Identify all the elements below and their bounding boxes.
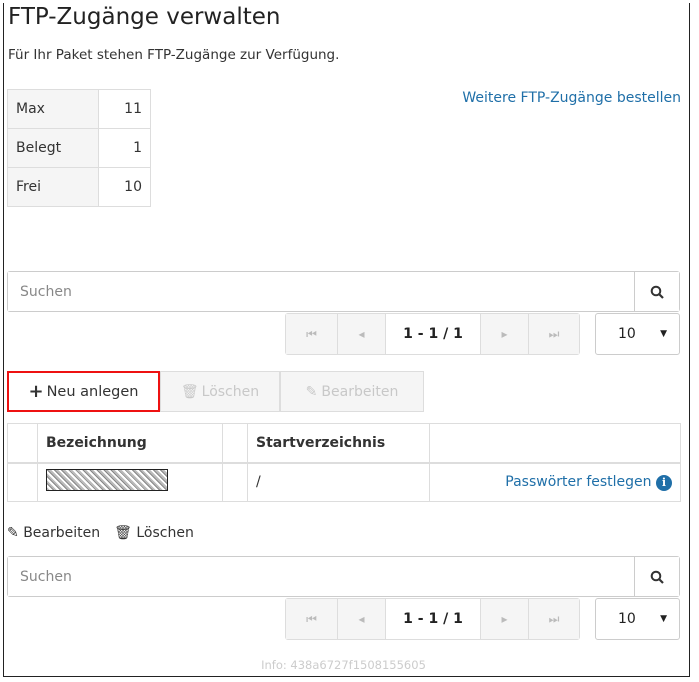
- ftp-table: Bezeichnung Startverzeichnis / Passwörte…: [7, 423, 681, 502]
- spacer-column: [222, 423, 248, 464]
- new-label: Neu anlegen: [46, 383, 139, 400]
- pagination: ⏮ ◂ 1 - 1 / 1 ▸ ⏭: [285, 313, 580, 355]
- edit-button[interactable]: ✎ Bearbeiten: [280, 371, 424, 412]
- row-name: [37, 462, 223, 502]
- search-input[interactable]: [8, 272, 634, 311]
- search-icon: [650, 570, 664, 584]
- stat-label: Belegt: [7, 128, 99, 168]
- page-frame: [3, 3, 690, 677]
- prev-page-button[interactable]: ◂: [338, 599, 386, 639]
- bottom-edit-label: Bearbeiten: [23, 525, 101, 541]
- trash-icon: 🗑: [180, 383, 199, 400]
- page-title: FTP-Zugänge verwalten: [8, 4, 281, 30]
- page-label: 1 - 1 / 1: [386, 314, 481, 354]
- stat-row: Belegt 1: [7, 128, 151, 168]
- row-action: Passwörter festlegen i: [429, 462, 681, 502]
- pagination-bottom: ⏮ ◂ 1 - 1 / 1 ▸ ⏭: [285, 598, 580, 640]
- edit-label: Bearbeiten: [321, 383, 399, 400]
- search-input-bottom[interactable]: [8, 557, 634, 596]
- row-dir: /: [247, 462, 430, 502]
- toolbar: + Neu anlegen 🗑 Löschen ✎ Bearbeiten: [7, 371, 424, 412]
- row-spacer: [222, 462, 248, 502]
- edit-icon: ✎: [305, 383, 318, 400]
- bottom-delete-label: Löschen: [136, 525, 194, 541]
- search-button-bottom[interactable]: [634, 557, 679, 596]
- column-header-dir[interactable]: Startverzeichnis: [247, 423, 430, 464]
- bottom-delete-button[interactable]: 🗑 Löschen: [114, 525, 194, 541]
- new-button[interactable]: + Neu anlegen: [7, 371, 160, 412]
- last-page-button[interactable]: ⏭: [529, 314, 579, 354]
- delete-label: Löschen: [201, 383, 260, 400]
- first-page-button[interactable]: ⏮: [286, 599, 338, 639]
- plus-icon: +: [28, 381, 44, 402]
- stat-row: Frei 10: [7, 167, 151, 207]
- search-bar-bottom: [7, 556, 680, 597]
- caret-down-icon: ▼: [660, 329, 667, 339]
- bottom-edit-button[interactable]: ✎ Bearbeiten: [7, 525, 100, 541]
- page-size-value: 10: [618, 611, 636, 627]
- first-page-button[interactable]: ⏮: [286, 314, 338, 354]
- page-label: 1 - 1 / 1: [386, 599, 481, 639]
- next-page-button[interactable]: ▸: [481, 314, 529, 354]
- last-page-button[interactable]: ⏭: [529, 599, 579, 639]
- bottom-actions: ✎ Bearbeiten 🗑 Löschen: [7, 525, 194, 541]
- next-page-button[interactable]: ▸: [481, 599, 529, 639]
- page-size-select-bottom[interactable]: 10 ▼: [595, 598, 680, 640]
- stat-label: Max: [7, 89, 99, 129]
- delete-button[interactable]: 🗑 Löschen: [160, 371, 280, 412]
- search-bar: [7, 271, 680, 312]
- set-passwords-link[interactable]: Passwörter festlegen: [505, 473, 652, 490]
- prev-page-button[interactable]: ◂: [338, 314, 386, 354]
- table-header: Bezeichnung Startverzeichnis: [7, 423, 681, 464]
- order-more-link[interactable]: Weitere FTP-Zugänge bestellen: [462, 90, 681, 106]
- column-header-name[interactable]: Bezeichnung: [37, 423, 223, 464]
- row-select[interactable]: [7, 462, 38, 502]
- page-subtitle: Für Ihr Paket stehen FTP-Zugänge zur Ver…: [8, 47, 340, 63]
- page-size-select[interactable]: 10 ▼: [595, 313, 680, 355]
- search-button[interactable]: [634, 272, 679, 311]
- search-icon: [650, 285, 664, 299]
- info-icon[interactable]: i: [656, 474, 672, 491]
- stat-value: 11: [98, 89, 151, 129]
- stat-row: Max 11: [7, 89, 151, 129]
- info-text: Info: 438a6727f1508155605: [261, 658, 426, 672]
- trash-icon: 🗑: [114, 525, 137, 541]
- stat-value: 1: [98, 128, 151, 168]
- stats-table: Max 11 Belegt 1 Frei 10: [7, 89, 151, 207]
- select-column: [7, 423, 38, 464]
- caret-down-icon: ▼: [660, 614, 667, 624]
- page-size-value: 10: [618, 326, 636, 342]
- edit-icon: ✎: [7, 525, 24, 541]
- stat-value: 10: [98, 167, 151, 207]
- action-column: [429, 423, 681, 464]
- redacted-name: [46, 469, 168, 492]
- stat-label: Frei: [7, 167, 99, 207]
- table-row[interactable]: / Passwörter festlegen i: [7, 462, 681, 502]
